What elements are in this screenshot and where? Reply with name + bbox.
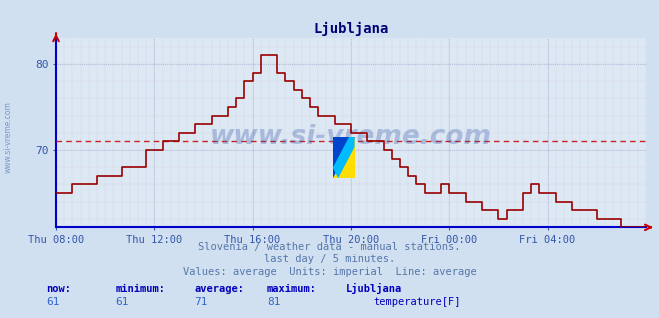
Text: average:: average:	[194, 284, 244, 294]
Text: 61: 61	[46, 297, 59, 307]
Text: 81: 81	[267, 297, 280, 307]
Text: temperature[F]: temperature[F]	[374, 297, 461, 307]
Text: last day / 5 minutes.: last day / 5 minutes.	[264, 254, 395, 264]
Title: Ljubljana: Ljubljana	[313, 21, 389, 36]
Polygon shape	[333, 137, 355, 178]
Text: now:: now:	[46, 284, 71, 294]
Text: 61: 61	[115, 297, 129, 307]
Polygon shape	[333, 137, 355, 178]
Text: 71: 71	[194, 297, 208, 307]
Text: www.si-vreme.com: www.si-vreme.com	[3, 101, 13, 173]
Text: Ljubljana: Ljubljana	[346, 283, 402, 294]
Text: minimum:: minimum:	[115, 284, 165, 294]
Text: maximum:: maximum:	[267, 284, 317, 294]
Text: Slovenia / weather data - manual stations.: Slovenia / weather data - manual station…	[198, 242, 461, 252]
Text: www.si-vreme.com: www.si-vreme.com	[210, 124, 492, 149]
Text: Values: average  Units: imperial  Line: average: Values: average Units: imperial Line: av…	[183, 267, 476, 277]
Polygon shape	[333, 137, 355, 178]
